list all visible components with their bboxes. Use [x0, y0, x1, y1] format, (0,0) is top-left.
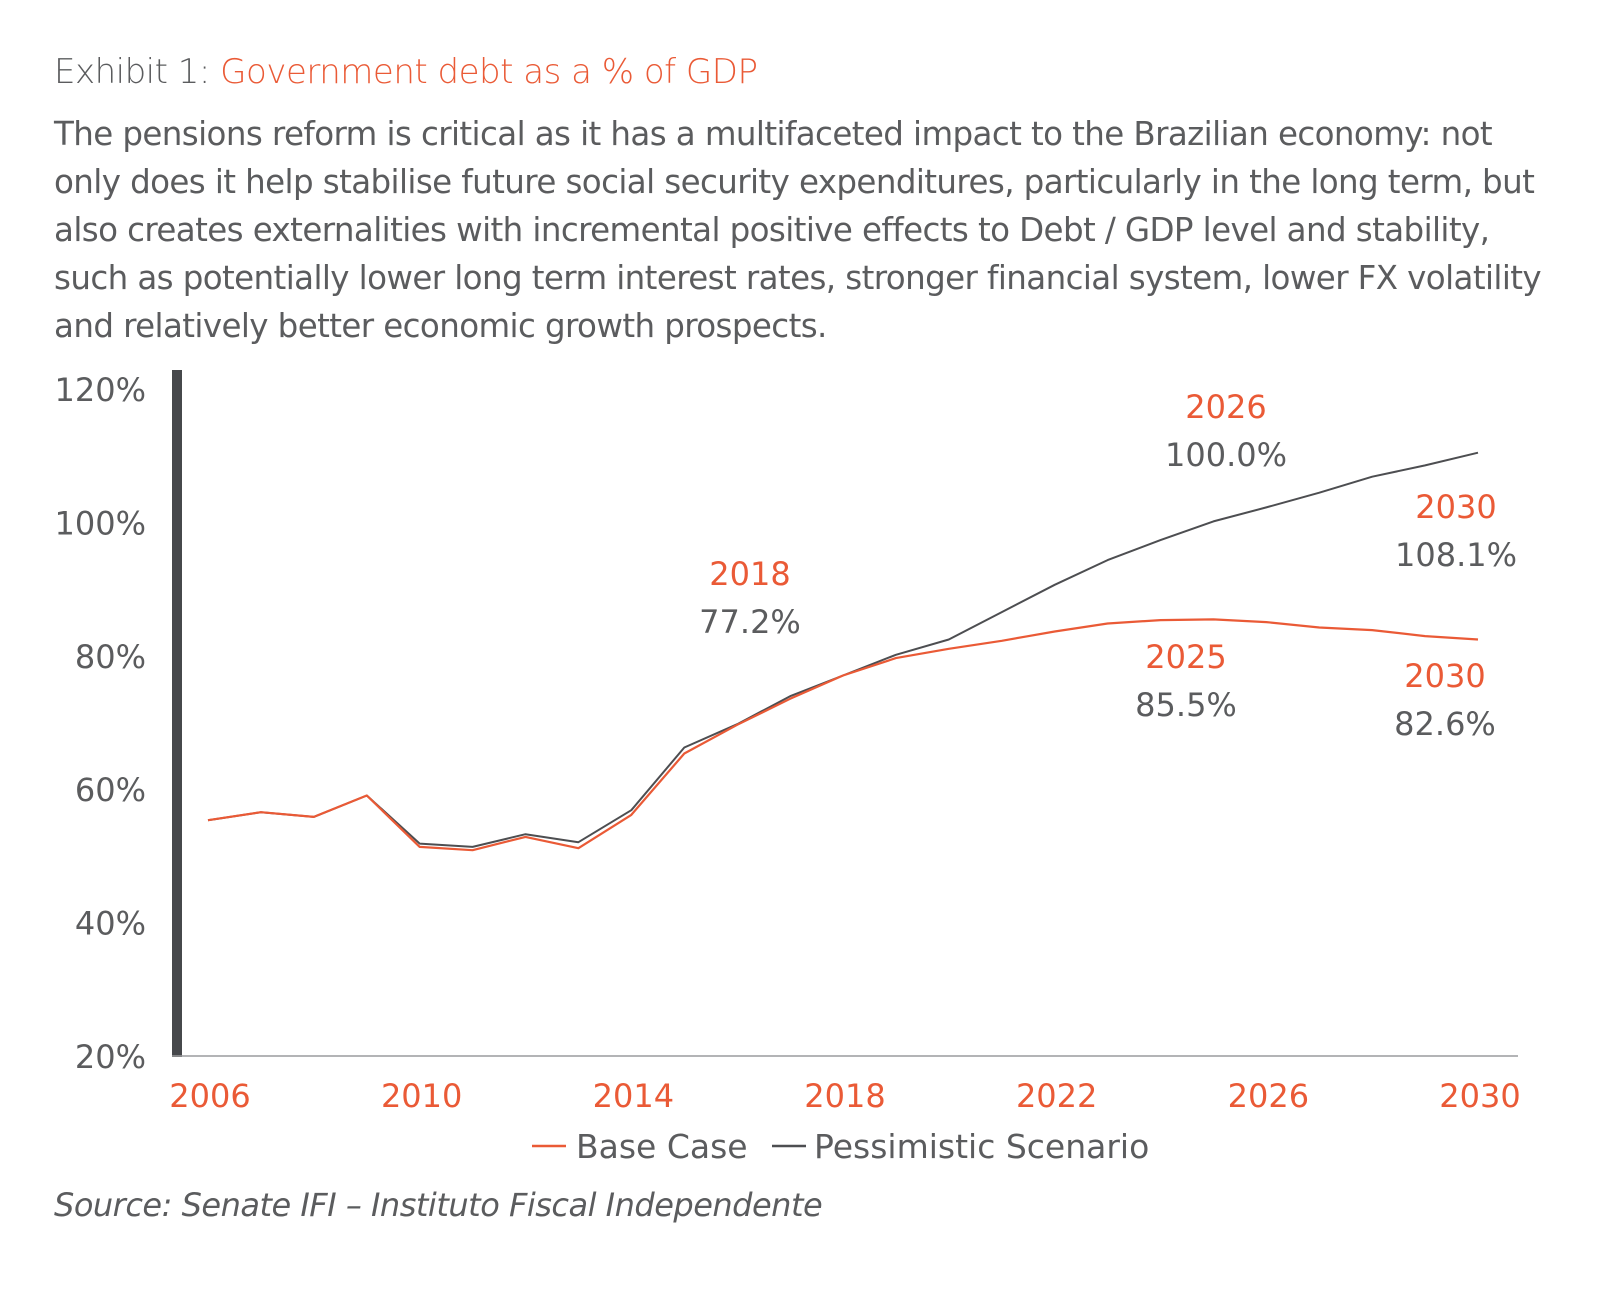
annotation-year: 2025 — [1145, 638, 1226, 676]
x-tick-label: 2026 — [1228, 1077, 1309, 1115]
x-tick-label: 2018 — [804, 1077, 885, 1115]
chart-axes: 20% 40% 60% 80% 100% 120% 2006 2010 2014 2018 2022… — [55, 370, 1521, 1115]
x-tick-label: 2014 — [593, 1077, 674, 1115]
annotation-year: 2026 — [1185, 388, 1266, 426]
annotation-year: 2018 — [709, 555, 790, 593]
y-tick-label: 20% — [75, 1038, 146, 1076]
legend-label-pessimistic: Pessimistic Scenario — [814, 1127, 1149, 1166]
exhibit-label: Exhibit 1: — [54, 52, 221, 92]
x-tick-label: 2030 — [1439, 1077, 1520, 1115]
series-layer — [207, 451, 1479, 852]
exhibit-title: Government debt as a % of GDP — [220, 52, 758, 92]
x-tick-label: 2010 — [381, 1077, 462, 1115]
annotation-value: 77.2% — [699, 603, 801, 641]
annotation-year: 2030 — [1404, 657, 1485, 695]
x-tick-label: 2022 — [1016, 1077, 1097, 1115]
y-tick-label: 60% — [75, 771, 146, 809]
annotations-layer: 2018 77.2% 2026 100.0% 2030 108.1% 2025 85.5% 20… — [699, 388, 1517, 743]
y-tick-label: 100% — [55, 504, 146, 542]
annotation-value: 100.0% — [1165, 436, 1287, 474]
annotation-value: 108.1% — [1395, 536, 1517, 574]
chart-legend: Base Case Pessimistic Scenario — [532, 1127, 1149, 1166]
exhibit-heading: Exhibit 1: Government debt as a % of GDP — [54, 52, 758, 92]
y-tick-label: 40% — [75, 905, 146, 943]
legend-label-base-case: Base Case — [576, 1127, 748, 1166]
series-line-base-case — [207, 618, 1479, 852]
annotation-value: 85.5% — [1135, 686, 1237, 724]
annotation-year: 2030 — [1415, 488, 1496, 526]
y-tick-label: 120% — [55, 371, 146, 409]
annotation-value: 82.6% — [1394, 705, 1496, 743]
x-tick-label: 2006 — [169, 1077, 250, 1115]
chart-subtitle: The pensions reform is critical as it ha… — [54, 115, 1542, 345]
source-note: Source: Senate IFI – Instituto Fiscal In… — [54, 1186, 823, 1224]
y-tick-label: 80% — [75, 638, 146, 676]
series-line-pessimistic — [207, 451, 1479, 848]
